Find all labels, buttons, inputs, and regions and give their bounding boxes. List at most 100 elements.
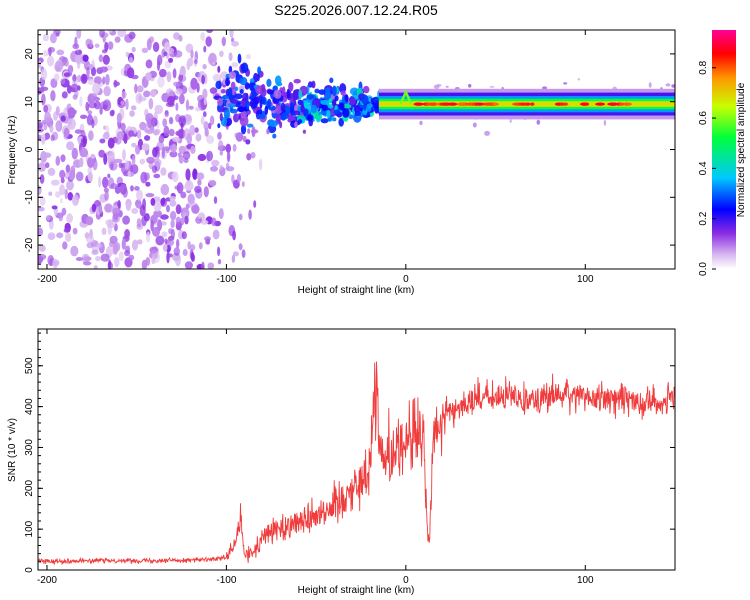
heat-cell <box>201 74 205 85</box>
heat-cell <box>190 49 194 59</box>
heat-cell <box>129 110 135 117</box>
heat-cell <box>231 41 240 47</box>
heat-cell <box>58 212 63 222</box>
heat-cell <box>123 133 128 144</box>
heat-cell <box>43 50 49 57</box>
heat-cell <box>237 106 246 113</box>
heat-cell <box>205 238 211 245</box>
heat-cell <box>47 55 55 67</box>
heat-cell <box>141 47 149 53</box>
spectrogram-ylabel: Frequency (Hz) <box>7 116 18 185</box>
heat-cell <box>192 168 198 180</box>
heat-cell <box>157 75 165 88</box>
heat-cell <box>139 121 147 131</box>
heat-cell <box>160 183 170 196</box>
heat-cell <box>197 213 202 219</box>
heat-cell <box>142 198 147 210</box>
heat-cell <box>112 211 119 220</box>
heat-core <box>474 102 485 106</box>
heat-cell <box>39 174 45 184</box>
y-tick-label: -10 <box>24 190 35 205</box>
heat-cell <box>92 83 101 94</box>
heat-cell <box>203 186 209 198</box>
heat-cell <box>276 82 283 87</box>
heat-cell <box>175 216 181 225</box>
heat-cell <box>344 94 349 102</box>
heat-cell <box>242 135 247 143</box>
x-tick-label: 100 <box>577 274 594 285</box>
heat-cell <box>240 124 247 135</box>
heat-cell <box>286 88 290 99</box>
heat-cell <box>240 98 246 108</box>
heat-cell <box>38 60 42 69</box>
heat-cell <box>234 86 239 92</box>
heat-cell <box>75 55 83 64</box>
colorbar-tick-label: 0.2 <box>698 211 709 225</box>
heat-cell <box>333 109 341 115</box>
heat-cell <box>266 128 270 135</box>
heat-cell <box>200 115 205 125</box>
snr-xlabel: Height of straight line (km) <box>298 585 415 596</box>
heat-cell <box>72 94 78 100</box>
heat-cell <box>141 259 148 269</box>
heat-cell <box>219 150 223 156</box>
heat-cell <box>40 68 48 80</box>
heat-cell <box>44 116 53 123</box>
heat-cell <box>50 134 55 142</box>
heat-cell <box>131 155 136 166</box>
heat-cell <box>272 133 277 139</box>
heat-cell <box>148 98 154 110</box>
heat-cell <box>153 129 160 136</box>
heat-cell <box>107 137 115 149</box>
heat-cell <box>221 36 226 47</box>
heat-cell <box>175 102 179 111</box>
heat-cell <box>96 67 103 75</box>
heat-cell <box>165 47 175 54</box>
heat-cell <box>105 219 114 226</box>
heat-cell <box>38 206 45 212</box>
heat-cell <box>94 43 100 48</box>
heat-cell <box>71 147 79 160</box>
heat-cell <box>126 67 135 79</box>
heat-cell <box>125 98 129 110</box>
heat-cell <box>306 94 314 100</box>
heat-cell <box>249 80 256 92</box>
heat-cell <box>70 83 79 93</box>
heat-cell <box>232 251 239 257</box>
heat-cell <box>91 119 95 129</box>
heat-cell <box>54 73 60 82</box>
heat-cell <box>256 114 266 119</box>
heat-cell <box>87 156 95 168</box>
heat-cell <box>234 93 243 100</box>
heat-cell <box>190 251 195 262</box>
heat-cell <box>665 83 671 87</box>
heat-cell <box>67 107 76 119</box>
heat-cell <box>52 258 59 269</box>
heat-cell <box>50 90 56 102</box>
heat-cell <box>348 114 354 120</box>
heat-cell <box>151 255 156 265</box>
heat-cell <box>98 54 104 63</box>
heat-cell <box>124 229 130 239</box>
heat-core <box>559 102 565 106</box>
heat-cell <box>136 218 142 228</box>
y-tick-label: -20 <box>24 237 35 252</box>
heat-cell <box>266 89 275 95</box>
heat-cell <box>67 118 76 130</box>
heat-cell <box>170 210 177 221</box>
heat-cell <box>105 74 110 86</box>
heat-cell <box>150 89 157 98</box>
heat-cell <box>134 83 138 94</box>
heat-cell <box>240 110 247 119</box>
heat-cell <box>107 223 112 236</box>
heat-cell <box>343 104 352 109</box>
heat-cell <box>338 102 345 111</box>
heat-cell <box>445 85 449 88</box>
heat-cell <box>324 93 332 99</box>
heat-cell <box>56 232 64 239</box>
heat-cell <box>161 231 168 238</box>
heat-cell <box>122 149 126 161</box>
heat-cell <box>152 226 160 237</box>
heat-cell <box>38 162 46 172</box>
